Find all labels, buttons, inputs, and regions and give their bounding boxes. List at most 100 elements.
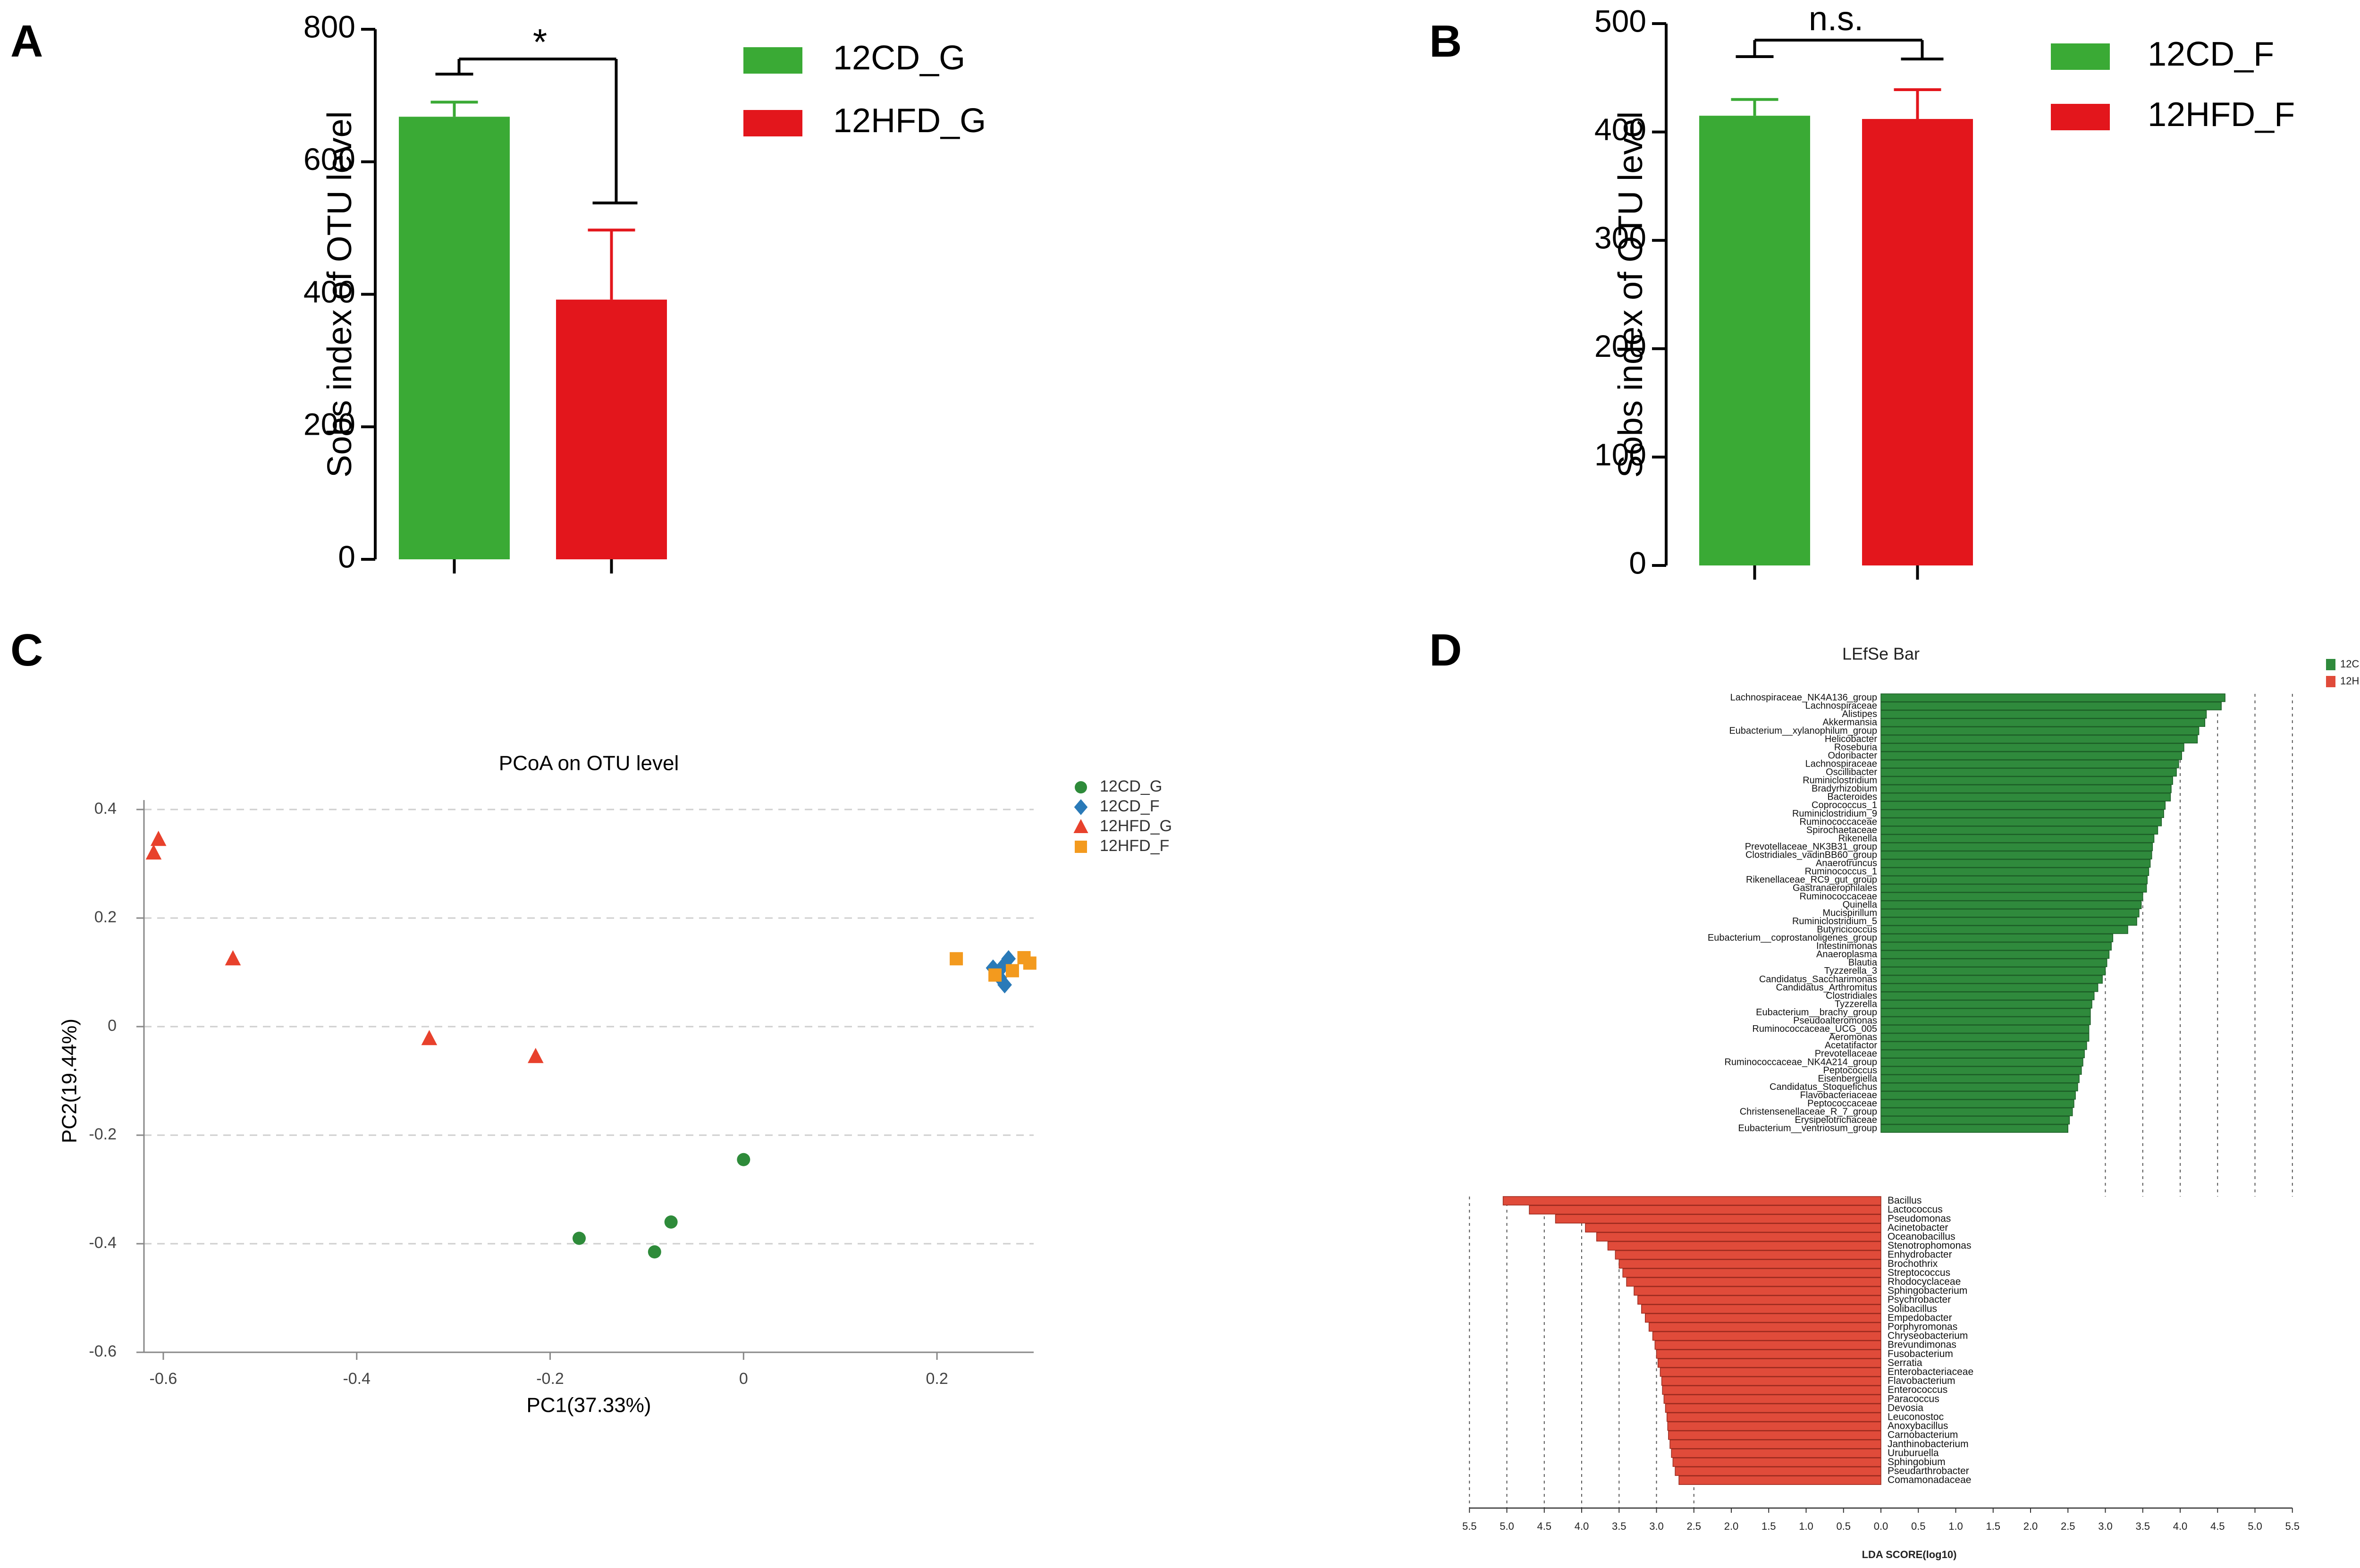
d-bar-label-12hfd-g: Lactococcus [1888,1204,1943,1215]
d-bar-label-12cd-g: Lachnospiraceae [1805,759,1877,769]
a-y-tick-label: 400 [303,274,355,309]
a-bar-0 [399,117,510,560]
d-bar-label-12hfd-g: Brevundimonas [1888,1340,1956,1350]
d-bar-label-12hfd-g: Empedobacter [1888,1312,1952,1323]
d-bar-12cd-g [1880,975,2103,984]
d-bar-12hfd-g [1555,1214,1881,1224]
d-bar-12cd-g [1880,1016,2091,1025]
d-bar-12cd-g [1880,826,2158,835]
d-bar-label-12cd-g: Lachnospiraceae_NK4A136_group [1730,692,1877,703]
d-bar-label-12cd-g: Erysipelotrichaceae [1795,1115,1877,1125]
c-legend-label-3: 12HFD_F [1100,837,1169,855]
c-point-12cd_f [1001,950,1016,968]
c-y-tick-label: 0 [108,1017,117,1035]
d-bar-12hfd-g [1618,1259,1881,1269]
b-legend-label-0: 12CD_F [2148,35,2274,73]
a-legend-swatch-1 [743,110,802,136]
d-bar-12cd-g [1880,735,2198,744]
d-legend-swatch-1 [2326,676,2335,687]
a-y-tick-label: 0 [338,539,355,574]
d-bar-12hfd-g [1502,1196,1881,1206]
panel-label-d: D [1429,625,1462,675]
a-y-tick-label: 800 [303,9,355,44]
d-bar-label-12hfd-g: Bacillus [1888,1195,1922,1206]
d-bar-label-12cd-g: Roseburia [1834,742,1878,752]
d-x-tick-label: 0.5 [1836,1520,1851,1532]
c-y-tick-label: -0.4 [89,1234,117,1252]
d-bar-12hfd-g [1652,1331,1881,1341]
d-bar-label-12hfd-g: Flavobacterium [1888,1375,1955,1386]
d-bar-12hfd-g [1529,1205,1881,1214]
c-point-12hfd_f [1005,964,1019,978]
d-bar-12cd-g [1880,983,2099,992]
panel-label-a: A [10,16,43,67]
d-bar-12cd-g [1880,710,2207,719]
d-bar-label-12cd-g: Eubacterium__brachy_group [1756,1007,1877,1018]
d-bar-12cd-g [1880,1066,2082,1075]
c-y-tick-label: 0.2 [94,908,117,926]
d-bar-label-12hfd-g: Leuconostoc [1888,1411,1944,1422]
d-bar-12cd-g [1880,851,2152,860]
c-y-tick-label: -0.6 [89,1342,117,1360]
d-bar-12hfd-g [1607,1241,1881,1251]
c-point-12hfd_f [950,952,963,966]
c-y-tick-label: 0.4 [94,800,117,818]
c-point-12hfd_g [150,831,167,846]
a-y-tick-label: 200 [303,407,355,442]
a-significance-label: * [533,21,547,63]
d-x-tick-label: 2.5 [2061,1520,2075,1532]
d-bar-label-12cd-g: Flavobacteriaceae [1800,1090,1877,1100]
c-point-12hfd_f [988,968,1002,982]
d-bar-label-12cd-g: Eubacterium__ventriosum_group [1738,1123,1877,1134]
a-legend-label-0: 12CD_G [833,39,965,77]
c-x-axis-label: PC1(37.33%) [526,1394,651,1417]
d-bar-12cd-g [1880,1107,2073,1116]
b-bar-0 [1699,116,1810,565]
d-x-tick-label: 3.0 [2098,1520,2113,1532]
d-bar-12cd-g [1880,884,2147,893]
d-bar-12cd-g [1880,776,2173,785]
d-legend-label-1: 12HFD_G [2340,675,2360,687]
d-x-tick-label: 1.5 [1986,1520,2000,1532]
d-bar-12hfd-g [1675,1467,1881,1476]
d-bar-12hfd-g [1596,1232,1881,1242]
d-x-tick-label: 1.5 [1762,1520,1776,1532]
d-bar-12hfd-g [1671,1449,1881,1458]
d-bar-label-12cd-g: Quinella [1843,900,1878,910]
d-bar-label-12hfd-g: Stenotrophomonas [1888,1240,1971,1251]
d-bar-12cd-g [1880,809,2164,818]
a-legend-label-1: 12HFD_G [833,102,986,140]
c-point-12hfd_g [421,1030,438,1045]
d-bar-12cd-g [1880,768,2177,777]
d-bar-12hfd-g [1648,1322,1881,1332]
d-bar-12cd-g [1880,1124,2068,1133]
d-x-tick-label: 4.0 [2173,1520,2188,1532]
d-bar-label-12hfd-g: Rhodocyclaceae [1888,1276,1961,1287]
d-bar-12hfd-g [1669,1439,1881,1449]
c-point-12hfd_f [1023,956,1037,970]
d-x-tick-label: 5.5 [1462,1520,1477,1532]
c-x-tick-label: 0 [739,1370,748,1388]
d-bar-label-12cd-g: Bradyrhizobium [1812,784,1877,794]
d-bar-label-12hfd-g: Oceanobacillus [1888,1231,1955,1242]
d-bar-label-12cd-g: Coprococcus_1 [1812,800,1877,810]
d-x-tick-label: 2.5 [1686,1520,1701,1532]
d-bar-12cd-g [1880,1008,2091,1017]
d-bar-12cd-g [1880,1049,2085,1058]
d-bar-label-12cd-g: Candidatus_Saccharimonas [1759,974,1877,985]
d-bar-label-12hfd-g: Solibacillus [1888,1303,1937,1314]
d-bar-12cd-g [1880,1041,2087,1050]
d-bar-label-12cd-g: Peptococcus [1823,1065,1877,1076]
d-bar-label-12cd-g: Bacteroides [1827,792,1877,802]
d-bar-label-12hfd-g: Enhydrobacter [1888,1249,1952,1260]
d-bar-label-12hfd-g: Chryseobacterium [1888,1331,1968,1341]
d-bar-label-12cd-g: Helicobacter [1825,734,1878,744]
b-y-tick-label: 300 [1594,220,1646,255]
d-bar-12hfd-g [1656,1349,1881,1359]
d-bar-12hfd-g [1660,1367,1881,1377]
d-x-tick-label: 3.5 [1612,1520,1627,1532]
c-legend-marker-0 [1075,781,1087,793]
d-bar-label-12hfd-g: Comamonadaceae [1888,1475,1971,1485]
d-x-tick-label: 2.0 [2023,1520,2038,1532]
d-bar-label-12cd-g: Peptococcaceae [1807,1098,1877,1109]
